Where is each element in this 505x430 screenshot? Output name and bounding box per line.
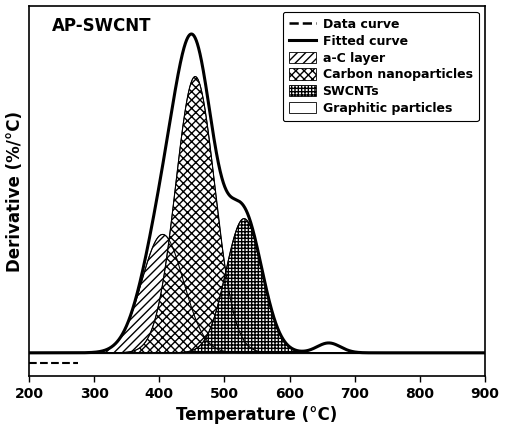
Legend: Data curve, Fitted curve, a-C layer, Carbon nanoparticles, SWCNTs, Graphitic par: Data curve, Fitted curve, a-C layer, Car… xyxy=(282,12,479,121)
Y-axis label: Derivative (%/°C): Derivative (%/°C) xyxy=(6,111,24,271)
X-axis label: Temperature (°C): Temperature (°C) xyxy=(176,406,338,424)
Text: AP-SWCNT: AP-SWCNT xyxy=(52,17,152,35)
